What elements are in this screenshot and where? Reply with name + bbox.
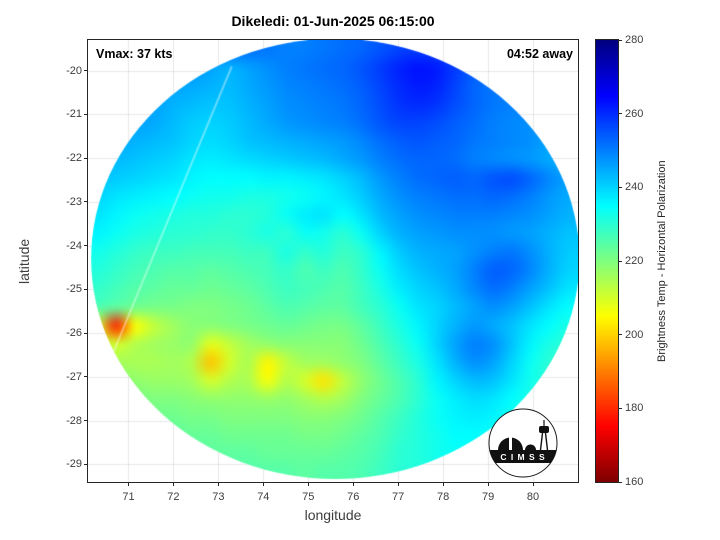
x-tick-label: 75 [302, 491, 315, 503]
colorbar [595, 39, 619, 483]
x-tick-label: 79 [481, 491, 495, 503]
colorbar-tick-label: 260 [625, 107, 644, 120]
x-tick-label: 72 [167, 491, 180, 503]
x-tick-label: 80 [526, 491, 540, 503]
colorbar-tick-label: 180 [625, 402, 644, 415]
x-tick-mark [532, 482, 534, 486]
y-tick-label: -22 [66, 152, 82, 165]
x-tick-mark [217, 482, 219, 486]
colorbar-canvas [596, 40, 618, 482]
small-dome-icon [525, 444, 536, 450]
x-tick-label: 73 [212, 491, 225, 503]
y-tick-mark [84, 332, 88, 334]
y-tick-label: -29 [66, 458, 82, 471]
eta-annotation: 04:52 away [506, 47, 573, 61]
satellite-image-canvas [88, 40, 578, 482]
logo-band [489, 450, 557, 463]
colorbar-tick-mark [618, 407, 622, 409]
colorbar-tick-mark [618, 186, 622, 188]
y-tick-mark [84, 113, 88, 115]
colorbar-tick-label: 220 [625, 255, 644, 267]
y-tick-mark [84, 201, 88, 203]
x-tick-label: 74 [257, 491, 270, 503]
x-tick-mark [127, 482, 129, 486]
y-tick-mark [84, 463, 88, 465]
x-tick-label: 71 [122, 491, 135, 503]
y-tick-mark [84, 288, 88, 290]
colorbar-label: Brightness Temp - Horizontal Polarizatio… [656, 160, 668, 362]
dome-slit [509, 436, 512, 450]
y-tick-label: -24 [66, 239, 82, 252]
colorbar-tick-mark [618, 481, 622, 483]
y-tick-mark [84, 245, 88, 247]
colorbar-tick-label: 240 [625, 181, 644, 194]
colorbar-tick-mark [618, 334, 622, 336]
colorbar-tick-label: 200 [625, 328, 644, 341]
x-tick-mark [442, 482, 444, 486]
colorbar-tick-label: 160 [625, 476, 644, 488]
y-tick-mark [84, 376, 88, 378]
y-tick-label: -20 [66, 64, 82, 77]
x-tick-mark [307, 482, 309, 486]
y-tick-label: -25 [66, 283, 82, 296]
colorbar-tick-mark [618, 39, 622, 41]
y-tick-mark [84, 420, 88, 422]
plot-title: Dikeledi: 01-Jun-2025 06:15:00 [231, 13, 435, 29]
colorbar-tick-mark [618, 113, 622, 115]
colorbar-tick-mark [618, 260, 622, 262]
cimss-text: C I M S S [500, 452, 545, 462]
x-tick-mark [397, 482, 399, 486]
y-tick-label: -27 [66, 370, 82, 383]
y-axis-label: latitude [16, 238, 32, 284]
x-tick-label: 78 [437, 491, 450, 503]
vmax-annotation: Vmax: 37 kts [96, 47, 173, 61]
water-tower-icon [539, 420, 549, 451]
cimss-logo: C I M S S [488, 408, 558, 478]
x-tick-mark [352, 482, 354, 486]
x-axis-label: longitude [304, 507, 362, 523]
x-tick-mark [487, 482, 489, 486]
plot-area: Vmax: 37 kts 04:52 away C I M S S [87, 39, 579, 483]
y-tick-label: -21 [66, 108, 82, 121]
y-tick-label: -26 [66, 327, 82, 340]
y-tick-label: -28 [66, 414, 82, 427]
x-tick-label: 76 [347, 491, 360, 503]
colorbar-tick-label: 280 [625, 34, 644, 46]
y-tick-label: -23 [66, 195, 82, 208]
y-tick-mark [84, 70, 88, 72]
x-tick-label: 77 [392, 491, 405, 503]
y-tick-mark [84, 157, 88, 159]
x-tick-mark [262, 482, 264, 486]
x-tick-mark [172, 482, 174, 486]
